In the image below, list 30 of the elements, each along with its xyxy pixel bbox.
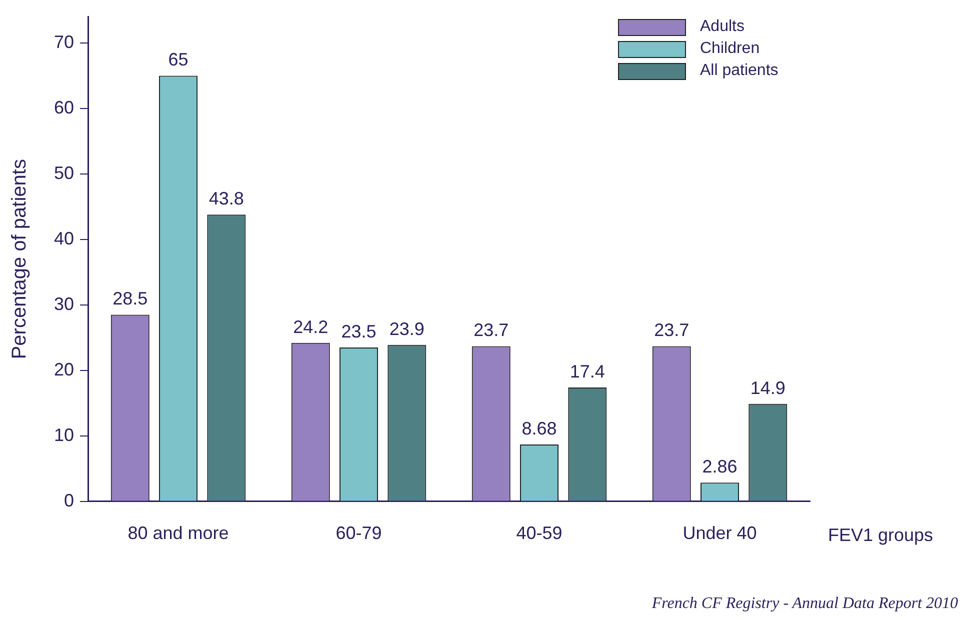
x-tick-label: Under 40 [682, 523, 757, 544]
data-label: 23.7 [654, 320, 690, 340]
y-tick-label: 30 [54, 294, 74, 314]
y-tick-label: 40 [54, 228, 74, 248]
x-tick-label: 80 and more [128, 523, 229, 544]
legend-label: Adults [700, 18, 744, 36]
data-label: 23.5 [341, 321, 376, 342]
y-tick-label: 0 [64, 490, 74, 510]
text: French CF Registry - Annual Data Report 2010 [652, 595, 958, 613]
data-label: 8.68 [522, 418, 557, 439]
data-label: 43.8 [208, 188, 244, 209]
x-tick-label: 60-79 [336, 523, 382, 544]
data-label: 28.5 [112, 288, 148, 309]
data-label: 17.4 [570, 361, 605, 382]
data-label: 24.2 [293, 316, 328, 337]
y-tick-label: 20 [54, 359, 74, 380]
y-tick-label: 10 [54, 424, 74, 445]
x-axis-title: FEV1 groups [828, 525, 934, 546]
legend-label: All patients [700, 62, 778, 80]
y-tick-label: 50 [54, 162, 74, 183]
y-tick-label: 70 [54, 32, 74, 52]
data-label: 14.9 [750, 378, 786, 398]
x-tick-label: 40-59 [516, 523, 562, 544]
y-tick-label: 60 [54, 97, 74, 118]
data-label: 2.86 [702, 456, 738, 477]
legend-label: Children [700, 40, 760, 58]
data-label: 65 [168, 50, 188, 70]
data-label: 23.7 [474, 320, 509, 340]
data-label: 23.9 [389, 318, 424, 339]
y-axis-title: Percentage of patients [8, 159, 31, 360]
